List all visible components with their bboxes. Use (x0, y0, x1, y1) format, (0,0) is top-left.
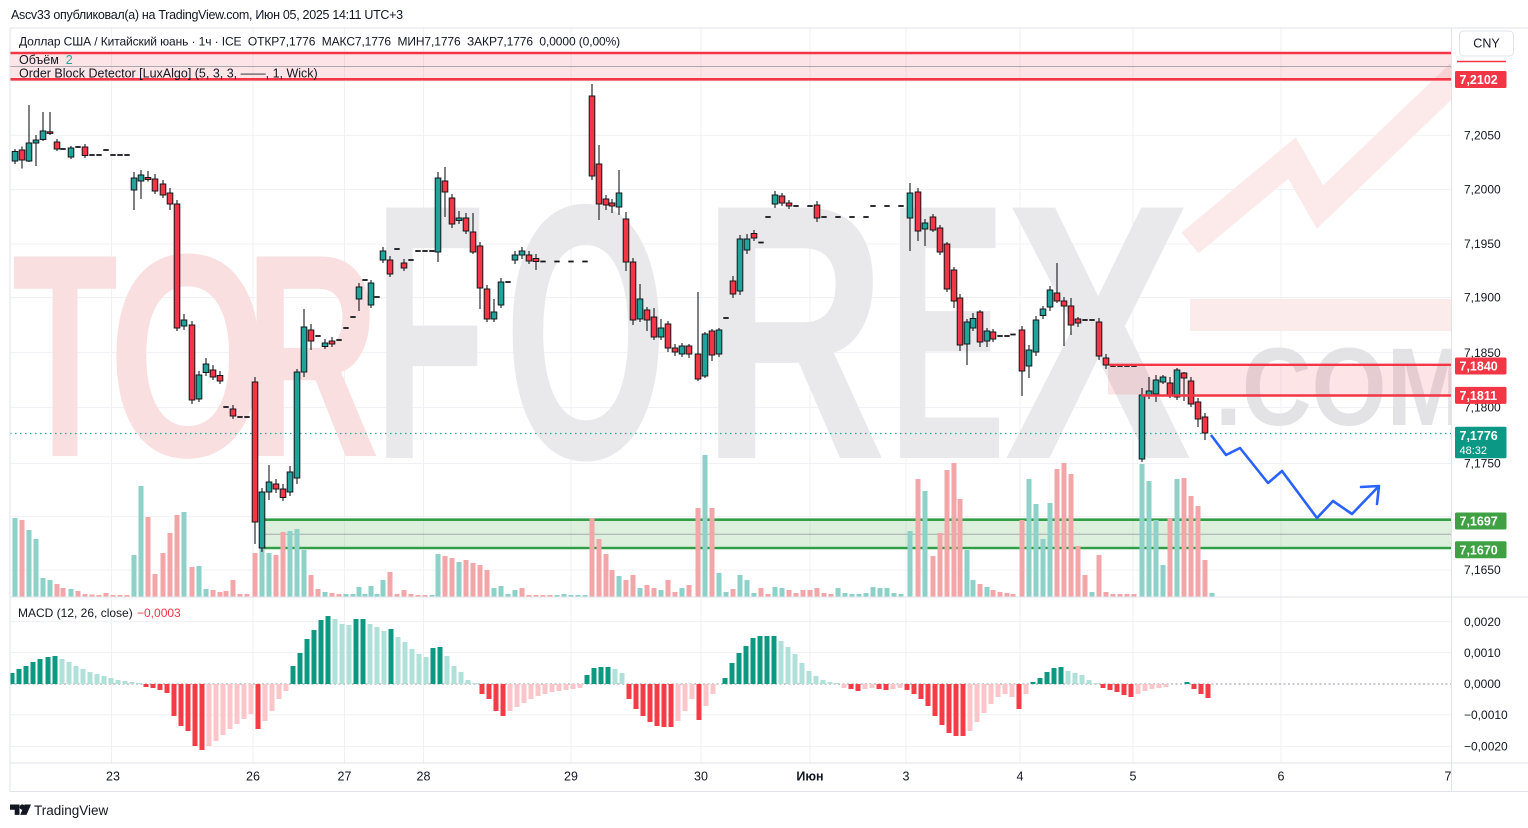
svg-text:4: 4 (1017, 770, 1024, 784)
svg-text:7,2102: 7,2102 (1460, 73, 1498, 87)
svg-text:7,1900: 7,1900 (1464, 291, 1501, 305)
svg-text:5: 5 (1130, 770, 1137, 784)
svg-text:26: 26 (246, 770, 260, 784)
svg-text:O: O (504, 129, 668, 536)
svg-text:Июн: Июн (796, 770, 823, 784)
svg-text:7,1776: 7,1776 (1460, 429, 1498, 443)
svg-text:7,1950: 7,1950 (1464, 237, 1501, 251)
svg-text:R: R (244, 194, 380, 518)
svg-text:29: 29 (564, 770, 578, 784)
svg-text:30: 30 (694, 770, 708, 784)
svg-text:7,1800: 7,1800 (1464, 401, 1501, 415)
svg-text:T: T (12, 194, 118, 518)
svg-text:O: O (108, 194, 268, 518)
svg-text:.COM: .COM (1215, 326, 1467, 449)
svg-text:0,0020: 0,0020 (1464, 615, 1501, 629)
svg-text:7,1850: 7,1850 (1464, 346, 1501, 360)
svg-text:0,0010: 0,0010 (1464, 646, 1501, 660)
svg-text:7,1650: 7,1650 (1464, 563, 1501, 577)
svg-text:Объём 2: Объём 2 (19, 53, 73, 67)
svg-text:23: 23 (106, 770, 120, 784)
svg-text:Order Block Detector [LuxAlgo]: Order Block Detector [LuxAlgo] (5, 3, 3,… (19, 67, 318, 81)
svg-text:−0,0010: −0,0010 (1464, 708, 1508, 722)
svg-text:Доллар США / Китайский юань ·: Доллар США / Китайский юань · 1ч · ICE О… (19, 35, 620, 49)
svg-text:3: 3 (903, 770, 910, 784)
svg-text:7,1811: 7,1811 (1460, 389, 1498, 403)
svg-text:7,2050: 7,2050 (1464, 129, 1501, 143)
svg-text:7,2000: 7,2000 (1464, 183, 1501, 197)
svg-text:−0,0003: −0,0003 (137, 606, 181, 620)
svg-text:−0,0020: −0,0020 (1464, 740, 1508, 754)
svg-text:Ascv33 опубликовал(а) на Tradi: Ascv33 опубликовал(а) на TradingView.com… (11, 8, 403, 22)
svg-text:7,1697: 7,1697 (1460, 515, 1498, 529)
svg-text:7: 7 (1445, 770, 1452, 784)
svg-text:6: 6 (1278, 770, 1285, 784)
svg-text:TradingView: TradingView (34, 803, 109, 818)
svg-text:CNY: CNY (1473, 37, 1500, 51)
svg-text:MACD (12, 26, close): MACD (12, 26, close) (18, 606, 133, 620)
svg-text:R: R (701, 129, 887, 536)
svg-text:F: F (374, 129, 486, 536)
svg-text:7,1670: 7,1670 (1460, 543, 1498, 557)
svg-text:7,1840: 7,1840 (1460, 360, 1498, 374)
svg-text:27: 27 (338, 770, 352, 784)
svg-text:28: 28 (417, 770, 431, 784)
svg-text:48:32: 48:32 (1460, 445, 1488, 457)
svg-text:7,1750: 7,1750 (1464, 457, 1501, 471)
svg-text:0,0000: 0,0000 (1464, 677, 1501, 691)
